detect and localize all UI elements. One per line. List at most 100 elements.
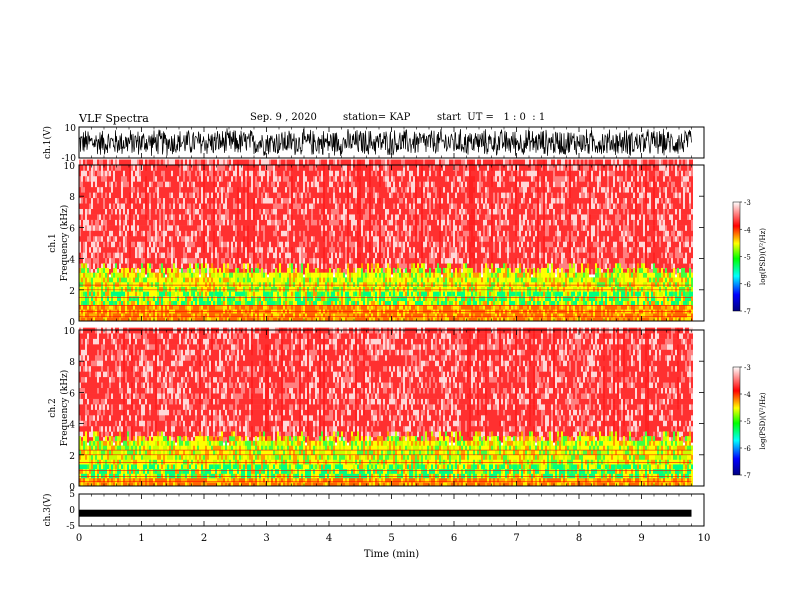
- ch1-spectrogram-cell: [121, 272, 123, 278]
- ch1-spectrogram-cell: [245, 313, 247, 318]
- ch1-spectrogram-cell: [297, 186, 299, 193]
- ch1-spectrogram-cell: [357, 317, 359, 322]
- ch1-spectrogram-cell: [161, 300, 163, 306]
- ch1-spectrogram-cell: [127, 246, 129, 253]
- ch1-spectrogram-cell: [343, 291, 345, 297]
- ch1-spectrogram-cell: [287, 252, 289, 259]
- ch1-spectrogram-cell: [221, 225, 223, 231]
- ch1-spectrogram-cell: [351, 197, 353, 204]
- ch1-spectrogram-cell: [279, 170, 281, 177]
- ch1-spectrogram-cell: [297, 277, 299, 283]
- ch1-spectrogram-cell: [179, 246, 181, 253]
- ch1-spectrogram-cell: [103, 277, 105, 283]
- ch1-spectrogram-cell: [303, 282, 305, 287]
- ch1-spectrogram-cell: [345, 197, 347, 204]
- ch1-spectrogram-cell: [251, 257, 253, 264]
- ch1-spectrogram-cell: [223, 219, 225, 226]
- ch1-spectrogram-cell: [163, 181, 165, 188]
- ch1-spectrogram-cell: [95, 317, 97, 322]
- ch1-spectrogram-cell: [241, 257, 243, 264]
- ch1-spectrogram-cell: [359, 165, 361, 171]
- ch1-spectrogram-cell: [99, 282, 101, 287]
- ch1-spectrogram-cell: [361, 272, 363, 278]
- ch1-spectrogram-cell: [161, 252, 163, 259]
- ch1-spectrogram-cell: [337, 208, 339, 215]
- ch1-spectrogram-cell: [117, 263, 119, 270]
- ch1-spectrogram-cell: [87, 257, 89, 264]
- ch1-spectrogram-cell: [163, 246, 165, 253]
- ch1-spectrogram-cell: [293, 317, 295, 322]
- ch1-spectrogram-cell: [195, 252, 197, 259]
- ch1-spectrogram-cell: [287, 305, 289, 310]
- ch1-spectrogram-cell: [363, 263, 365, 270]
- ch1-spectrogram-cell: [355, 277, 357, 283]
- ch1-spectrogram-cell: [347, 186, 349, 193]
- ch1-spectrogram-cell: [223, 296, 225, 302]
- ch1-spectrogram-cell: [333, 268, 335, 275]
- ch1-spectrogram-cell: [367, 170, 369, 177]
- ch1-spectrogram-cell: [301, 241, 303, 248]
- ch1-spectrogram-cell: [351, 272, 353, 278]
- ch1-spectrogram-cell: [373, 246, 375, 253]
- ch1-spectrogram-cell: [275, 235, 277, 242]
- ch1-spectrogram-cell: [273, 241, 275, 248]
- ch1-spectrogram-cell: [241, 305, 243, 310]
- ch1-spectrogram-cell: [337, 225, 339, 231]
- ch1-spectrogram-cell: [275, 192, 277, 199]
- ch1-spectrogram-cell: [161, 219, 163, 226]
- ch1-spectrogram-cell: [151, 263, 153, 270]
- ch1-spectrogram-cell: [291, 252, 293, 259]
- ch1-spectrogram-cell: [255, 241, 257, 248]
- ch1-spectrogram-cell: [185, 241, 187, 248]
- ch1-spectrogram-cell: [257, 192, 259, 199]
- ch1-spectrogram-cell: [297, 257, 299, 264]
- ch1-spectrogram-cell: [259, 282, 261, 287]
- ch1-spectrogram-cell: [279, 225, 281, 231]
- ch1-ytick-label: -10: [62, 154, 77, 164]
- ch1-spectrogram-cell: [367, 241, 369, 248]
- ch1-spectrogram-cell: [133, 197, 135, 204]
- ch1-spectrogram-cell: [81, 197, 83, 204]
- ch1-spectrogram-cell: [239, 305, 241, 310]
- ch1-spectrogram-cell: [369, 268, 371, 275]
- ch1-spectrogram-cell: [205, 267, 207, 273]
- ch1-spectrogram-cell: [163, 225, 165, 231]
- ch1-spectrogram-cell: [319, 175, 321, 182]
- ch1-spectrogram-cell: [107, 192, 109, 199]
- ch1-spectrogram-cell: [295, 300, 297, 306]
- ch1-spectrogram-cell: [247, 208, 249, 215]
- ch1-spectrogram-cell: [199, 300, 201, 306]
- ch1-spectrogram-cell: [143, 282, 145, 287]
- ch1-spectrogram-cell: [173, 203, 175, 209]
- ch1-spectrogram-cell: [215, 241, 217, 248]
- ch1-spectrogram-cell: [127, 170, 129, 177]
- ch1-spectrogram-cell: [153, 170, 155, 177]
- ch1-spectrogram-cell: [347, 257, 349, 264]
- ch1-spectrogram-cell: [97, 267, 99, 273]
- ch1-spectrogram-cell: [357, 170, 359, 177]
- ch1-spectrogram-cell: [171, 192, 173, 199]
- ch1-spectrogram-cell: [345, 165, 347, 171]
- ch1-spectrogram-cell: [167, 219, 169, 226]
- ch1-spectrogram-cell: [173, 305, 175, 310]
- ch1-spectrogram-cell: [159, 246, 161, 253]
- ch1-spectrogram-cell: [367, 286, 369, 292]
- ch1-spectrogram-cell: [331, 286, 333, 292]
- ch1-spectrogram-cell: [107, 257, 109, 264]
- ch1-spectrogram-cell: [369, 246, 371, 253]
- ch1-spectrogram-cell: [251, 241, 253, 248]
- ch1-spectrogram-cell: [299, 277, 301, 283]
- ch1-spectrogram-cell: [171, 282, 173, 287]
- ch1-spectrogram-cell: [277, 203, 279, 209]
- ch1-spectrogram-cell: [341, 313, 343, 318]
- ch1-spectrogram-cell: [243, 286, 245, 292]
- ch1-spectrogram-cell: [191, 230, 193, 237]
- ch1-spectrogram-cell: [165, 175, 167, 182]
- ch1-spectrogram-cell: [103, 159, 105, 166]
- ch1-spectrogram-cell: [163, 186, 165, 193]
- ch1-spectrogram-cell: [235, 197, 237, 204]
- ch1-spectrogram-cell: [109, 286, 111, 292]
- ch1-spectrogram-cell: [223, 263, 225, 269]
- ch1-spectrogram-cell: [201, 300, 203, 306]
- ch1-spectrogram-cell: [325, 219, 327, 226]
